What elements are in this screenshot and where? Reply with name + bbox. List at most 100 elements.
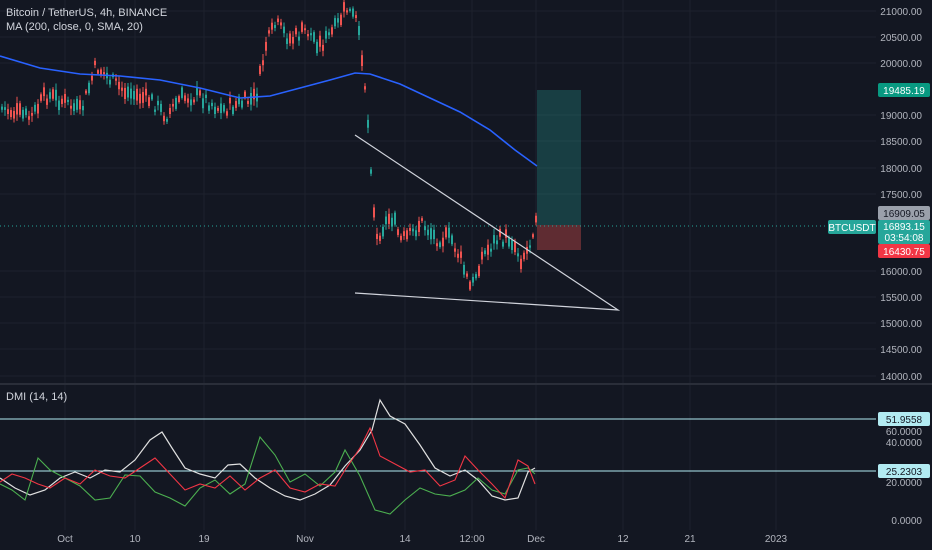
candle-body xyxy=(424,226,426,231)
candle-body xyxy=(427,229,429,236)
candle-body xyxy=(376,233,378,239)
candle-body xyxy=(265,41,267,51)
long-target-zone xyxy=(537,90,581,225)
descending-triangle-drawing[interactable] xyxy=(354,134,621,311)
candle-body xyxy=(211,102,213,107)
candle-body xyxy=(271,22,273,30)
candle-body xyxy=(214,106,216,115)
candle-body xyxy=(232,106,234,115)
candle-body xyxy=(142,92,144,103)
candle-body xyxy=(472,277,474,283)
ma-line xyxy=(0,55,538,167)
candle-body xyxy=(502,241,504,247)
dmi-tick-label: 40.0000 xyxy=(886,438,923,449)
candle-body xyxy=(205,94,207,99)
candle-body xyxy=(280,22,282,26)
candle-body xyxy=(358,26,360,36)
candle-body xyxy=(130,88,132,99)
candle-body xyxy=(148,97,150,106)
svg-text:03:54:08: 03:54:08 xyxy=(885,233,924,244)
candle-body xyxy=(64,93,66,103)
price-axis[interactable]: 21000.00 20500.00 20000.00 19000.00 18500.00… xyxy=(880,7,922,383)
candle-body xyxy=(412,228,414,232)
candle-body xyxy=(406,230,408,240)
dmi-minus-line xyxy=(0,426,536,500)
candle-body xyxy=(520,258,522,270)
candle-body xyxy=(127,86,129,98)
candle-body xyxy=(43,87,45,97)
candle-body xyxy=(301,22,303,32)
candle-body xyxy=(421,218,423,221)
time-tick-label: Dec xyxy=(527,534,545,545)
price-tick-label: 14500.00 xyxy=(880,345,922,356)
candle-body xyxy=(1,106,3,110)
candle-body xyxy=(490,248,492,252)
candle-body xyxy=(307,34,309,37)
candle-body xyxy=(238,96,240,105)
candle-body xyxy=(274,25,276,28)
candle-body xyxy=(319,35,321,47)
candle-body xyxy=(379,235,381,241)
price-candles xyxy=(1,0,537,292)
candle-body xyxy=(121,87,123,91)
candle-body xyxy=(19,103,21,115)
candle-body xyxy=(457,253,459,258)
candle-body xyxy=(304,28,306,31)
candle-body xyxy=(391,217,393,227)
ma-legend[interactable]: MA (200, close, 0, SMA, 20) xyxy=(6,21,143,33)
candle-body xyxy=(208,105,210,111)
time-tick-label: 21 xyxy=(684,534,696,545)
candle-body xyxy=(397,229,399,235)
candle-body xyxy=(277,18,279,23)
candle-body xyxy=(508,237,510,247)
dmi-plus-line xyxy=(0,435,536,515)
candle-body xyxy=(310,33,312,36)
candle-body xyxy=(46,98,48,105)
candle-body xyxy=(88,82,90,94)
candle-body xyxy=(244,91,246,99)
candle-body xyxy=(322,44,324,51)
candle-body xyxy=(34,104,36,112)
svg-text:25.2303: 25.2303 xyxy=(886,467,923,478)
candle-body xyxy=(523,252,525,260)
candle-body xyxy=(370,169,372,174)
dmi-tick-label: 60.0000 xyxy=(886,427,923,438)
time-axis[interactable]: Oct 10 19 Nov 14 12:00 Dec 12 21 2023 xyxy=(57,534,787,545)
candle-body xyxy=(169,107,171,114)
dmi-legend[interactable]: DMI (14, 14) xyxy=(6,391,68,403)
candle-body xyxy=(385,216,387,225)
candle-body xyxy=(253,88,255,100)
candle-body xyxy=(466,273,468,277)
candle-body xyxy=(367,119,369,128)
candle-body xyxy=(409,228,411,231)
candle-body xyxy=(514,241,516,253)
candle-body xyxy=(343,2,345,12)
candle-body xyxy=(37,103,39,114)
candle-body xyxy=(442,237,444,247)
candle-body xyxy=(487,244,489,255)
candle-body xyxy=(535,215,537,223)
candle-body xyxy=(493,235,495,244)
candle-body xyxy=(226,111,228,116)
candle-body xyxy=(91,75,93,81)
candle-body xyxy=(262,60,264,66)
candle-body xyxy=(70,105,72,109)
candle-body xyxy=(187,98,189,103)
candle-body xyxy=(484,250,486,255)
candle-body xyxy=(139,93,141,104)
candle-body xyxy=(235,101,237,108)
candle-body xyxy=(118,81,120,90)
candle-body xyxy=(496,240,498,245)
candle-body xyxy=(355,15,357,19)
candle-body xyxy=(67,99,69,102)
candle-body xyxy=(4,107,6,110)
candle-body xyxy=(145,88,147,96)
candle-body xyxy=(340,14,342,26)
symbol-legend[interactable]: Bitcoin / TetherUS, 4h, BINANCE xyxy=(6,7,168,19)
candle-body xyxy=(475,274,477,279)
svg-text:BTCUSDT: BTCUSDT xyxy=(828,223,875,234)
candle-body xyxy=(283,26,285,34)
price-tick-label: 14000.00 xyxy=(880,372,922,383)
